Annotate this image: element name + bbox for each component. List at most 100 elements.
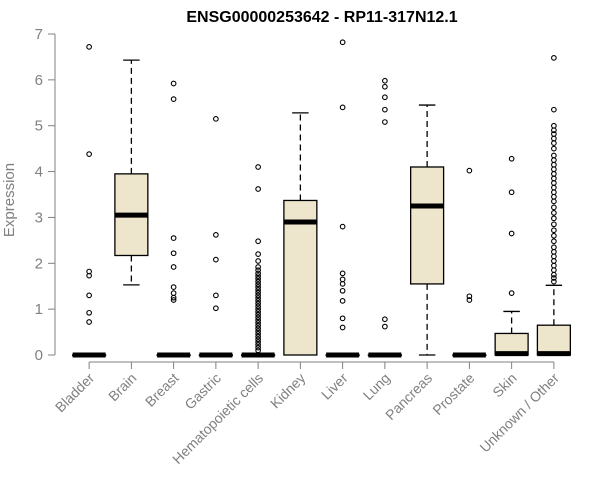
outlier-point (213, 292, 219, 299)
outlier-point (255, 328, 261, 335)
box-rect (283, 199, 318, 356)
outlier-point (255, 325, 261, 332)
outlier-point (255, 320, 261, 326)
outlier-point (255, 314, 261, 321)
outlier-point (551, 227, 557, 234)
outlier-point (255, 287, 261, 293)
box-group (409, 104, 445, 356)
outlier-point (339, 39, 346, 46)
box-group (283, 112, 318, 356)
outlier-point (551, 184, 557, 191)
outlier-point (551, 180, 557, 186)
outlier-point (551, 278, 557, 285)
outlier-point (255, 322, 261, 329)
outlier-point (339, 223, 346, 230)
outlier-point (255, 336, 261, 343)
outlier-point (551, 106, 557, 113)
outlier-point (170, 264, 177, 270)
x-tick-label: Skin (489, 370, 520, 401)
outlier-point (255, 317, 261, 323)
box-group (494, 155, 529, 357)
outlier-point (551, 244, 557, 251)
outlier-point (382, 119, 388, 125)
outlier-point (551, 275, 557, 281)
x-tick-label: Prostate (429, 370, 477, 418)
outlier-point (551, 135, 557, 142)
outlier-point (508, 230, 515, 237)
outlier-point (255, 303, 261, 310)
outlier-point (551, 248, 557, 255)
box-group (198, 115, 234, 358)
box-rect (409, 166, 445, 285)
outlier-point (551, 262, 557, 269)
outlier-point (255, 258, 261, 264)
outlier-point (255, 300, 261, 307)
outlier-point (255, 289, 261, 296)
outlier-point (551, 152, 557, 159)
outlier-point (551, 189, 557, 196)
x-tick-label: Pancreas (382, 370, 435, 423)
outlier-point (255, 276, 261, 282)
outlier-point (382, 83, 388, 90)
outlier-point (339, 298, 346, 304)
outlier-point (213, 232, 219, 238)
outlier-point (170, 80, 177, 87)
outlier-point (255, 186, 261, 192)
outlier-point (466, 167, 473, 174)
outlier-point (551, 157, 557, 163)
outlier-point (255, 339, 261, 346)
outlier-point (339, 281, 346, 287)
outlier-point (255, 344, 261, 351)
outlier-point (551, 238, 557, 245)
box-series (71, 39, 572, 358)
outlier-point (382, 323, 388, 330)
outlier-point (551, 253, 557, 260)
y-tick-label: 4 (35, 164, 43, 181)
outlier-point (551, 232, 557, 239)
outlier-point (551, 175, 557, 182)
outlier-point (255, 306, 261, 312)
outlier-point (255, 292, 261, 299)
x-tick-label: Lung (360, 370, 393, 403)
box-group (114, 59, 149, 286)
outlier-point (86, 43, 92, 50)
outlier-point (86, 151, 92, 157)
outlier-point (551, 140, 557, 146)
box-group (536, 54, 572, 357)
outlier-point (551, 215, 557, 222)
outlier-point (339, 315, 346, 322)
outlier-point (551, 161, 557, 168)
x-tick-label: Brain (105, 370, 139, 404)
outlier-point (466, 297, 473, 303)
outlier-point (255, 342, 261, 348)
y-tick-label: 5 (35, 118, 43, 135)
outlier-point (551, 145, 557, 152)
outlier-point (255, 298, 261, 304)
y-axis-label: Expression (1, 163, 18, 237)
outlier-point (170, 250, 177, 257)
outlier-point (551, 122, 557, 129)
outlier-point (339, 276, 346, 283)
outlier-point (551, 221, 557, 228)
outlier-point (255, 281, 261, 288)
chart-title: ENSG00000253642 - RP11-317N12.1 (186, 9, 457, 26)
box-group (325, 39, 360, 358)
y-axis: 0 1 2 3 4 5 6 7 (35, 26, 56, 364)
outlier-point (86, 292, 92, 299)
outlier-point (255, 333, 261, 340)
y-tick-label: 7 (35, 26, 43, 43)
outlier-point (255, 273, 261, 279)
outlier-point (170, 294, 177, 301)
y-tick-label: 2 (35, 255, 43, 272)
y-tick-label: 6 (35, 72, 43, 89)
outlier-point (551, 198, 557, 205)
outlier-point (551, 271, 557, 278)
outlier-point (170, 297, 177, 303)
outlier-point (382, 316, 388, 323)
outlier-point (382, 77, 388, 84)
box-group (71, 43, 107, 358)
y-tick-label: 0 (35, 347, 43, 364)
outlier-point (551, 54, 557, 61)
